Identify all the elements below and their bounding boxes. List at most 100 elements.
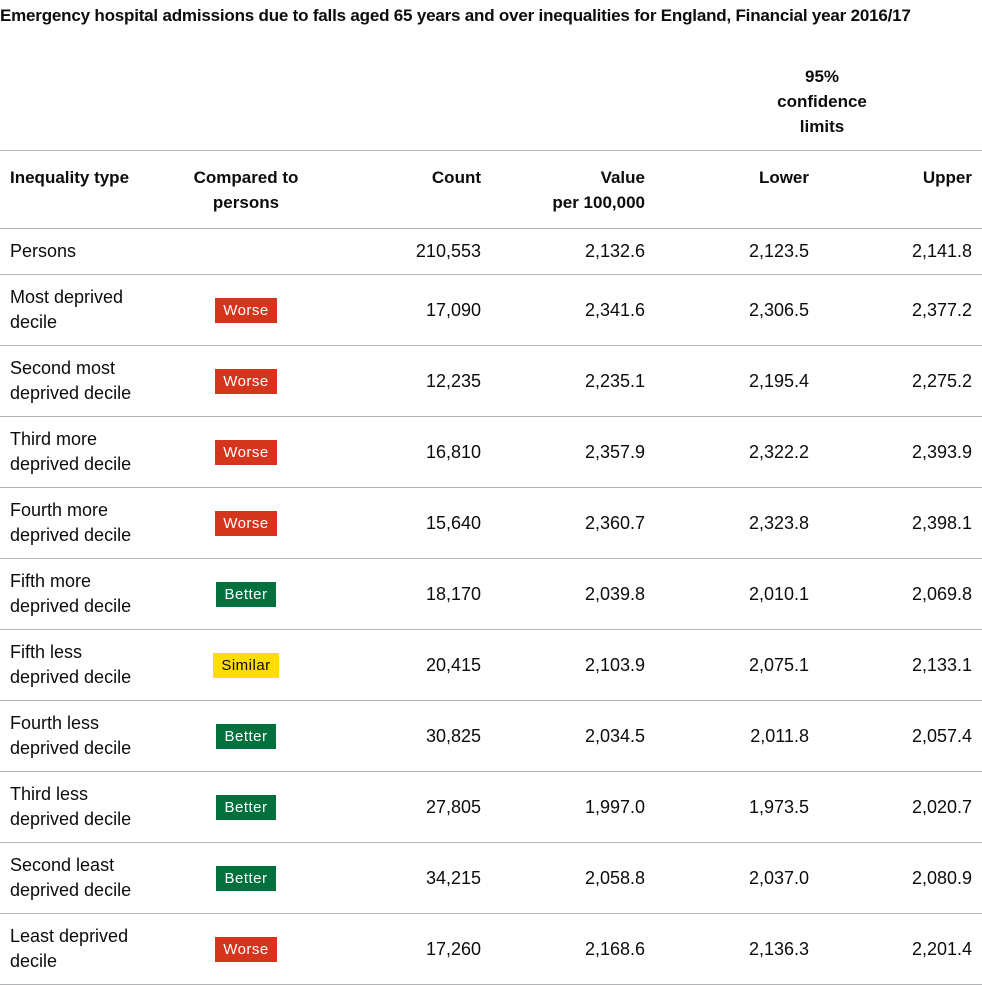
lower-limit-cell: 2,011.8 xyxy=(655,700,819,772)
table-row: Third more deprived decile Worse 16,810 2,35… xyxy=(0,416,982,488)
lower-limit-cell: 1,973.5 xyxy=(655,771,819,843)
inequality-type-cell: Third less deprived decile xyxy=(0,771,160,843)
compared-to-persons-cell: Better xyxy=(160,700,332,772)
value-cell: 2,058.8 xyxy=(491,842,655,914)
comparison-badge: Worse xyxy=(215,298,277,323)
value-cell: 2,039.8 xyxy=(491,558,655,630)
table-row: Second least deprived decile Better 34,215 2… xyxy=(0,842,982,914)
comparison-badge: Better xyxy=(216,724,276,749)
inequality-type-cell: Most deprived decile xyxy=(0,274,160,346)
lower-limit-cell: 2,075.1 xyxy=(655,629,819,701)
count-cell: 17,090 xyxy=(332,274,491,346)
upper-limit-cell: 2,377.2 xyxy=(819,274,982,346)
compared-to-persons-cell xyxy=(160,228,332,275)
lower-limit-cell: 2,123.5 xyxy=(655,228,819,275)
inequality-type-cell: Fourth less deprived decile xyxy=(0,700,160,772)
inequality-type-label: deprived decile xyxy=(10,738,132,758)
value-cell: 2,168.6 xyxy=(491,913,655,985)
count-cell: 20,415 xyxy=(332,629,491,701)
upper-limit-cell: 2,057.4 xyxy=(819,700,982,772)
value-cell: 2,103.9 xyxy=(491,629,655,701)
upper-limit-cell: 2,069.8 xyxy=(819,558,982,630)
inequalities-table: Inequality type Compared to persons Coun… xyxy=(0,150,982,985)
inequality-type-label: Least deprived xyxy=(10,926,129,946)
col-header-label: Value xyxy=(600,168,645,187)
comparison-badge: Worse xyxy=(215,937,277,962)
table-row: Fourth more deprived decile Worse 15,640 2,3… xyxy=(0,487,982,559)
inequality-type-label: Fourth less xyxy=(10,713,100,733)
value-cell: 2,360.7 xyxy=(491,487,655,559)
table-row: Third less deprived decile Better 27,805 1,9… xyxy=(0,771,982,843)
upper-limit-cell: 2,141.8 xyxy=(819,228,982,275)
table-row: Most deprived decile Worse 17,090 2,341.6 2,3… xyxy=(0,274,982,346)
lower-limit-cell: 2,037.0 xyxy=(655,842,819,914)
table-row: Fifth less deprived decile Similar 20,415 2,… xyxy=(0,629,982,701)
header-row: Inequality type Compared to persons Coun… xyxy=(0,150,982,229)
count-cell: 18,170 xyxy=(332,558,491,630)
inequality-type-label: Fifth more xyxy=(10,571,92,591)
count-cell: 34,215 xyxy=(332,842,491,914)
col-header-label: Lower xyxy=(758,168,809,187)
table-body: Persons 210,553 2,132.6 2,123.5 2,141.8 Most … xyxy=(0,228,982,985)
ci-header-line: limits xyxy=(799,117,845,136)
table-row: Least deprived decile Worse 17,260 2,168.6 2,… xyxy=(0,913,982,985)
ci-header-line: confidence xyxy=(777,92,867,111)
inequality-type-cell: Second least deprived decile xyxy=(0,842,160,914)
upper-limit-cell: 2,393.9 xyxy=(819,416,982,488)
comparison-badge: Worse xyxy=(215,511,277,536)
count-cell: 27,805 xyxy=(332,771,491,843)
comparison-badge: Better xyxy=(216,582,276,607)
table-row: Fourth less deprived decile Better 30,825 2,… xyxy=(0,700,982,772)
inequality-type-label: Second least xyxy=(10,855,115,875)
compared-to-persons-cell: Better xyxy=(160,771,332,843)
col-header-label: per 100,000 xyxy=(552,193,645,212)
compared-to-persons-cell: Worse xyxy=(160,913,332,985)
col-header-label: Upper xyxy=(922,168,972,187)
compared-to-persons-cell: Better xyxy=(160,558,332,630)
col-header-compared: Compared to persons xyxy=(160,150,332,229)
upper-limit-cell: 2,080.9 xyxy=(819,842,982,914)
inequality-type-label: decile xyxy=(10,312,58,332)
table-row: Persons 210,553 2,132.6 2,123.5 2,141.8 xyxy=(0,228,982,275)
lower-limit-cell: 2,136.3 xyxy=(655,913,819,985)
inequality-type-cell: Fifth less deprived decile xyxy=(0,629,160,701)
upper-limit-cell: 2,133.1 xyxy=(819,629,982,701)
lower-limit-cell: 2,322.2 xyxy=(655,416,819,488)
count-cell: 30,825 xyxy=(332,700,491,772)
inequality-type-label: Fifth less xyxy=(10,642,83,662)
col-header-label: Compared to xyxy=(193,168,299,187)
value-cell: 1,997.0 xyxy=(491,771,655,843)
inequality-type-label: Fourth more xyxy=(10,500,109,520)
col-header-count: Count xyxy=(332,150,491,229)
inequality-type-cell: Second most deprived decile xyxy=(0,345,160,417)
count-cell: 210,553 xyxy=(332,228,491,275)
lower-limit-cell: 2,306.5 xyxy=(655,274,819,346)
table-caption: Emergency hospital admissions due to fal… xyxy=(0,6,911,25)
col-header-label: Inequality type xyxy=(10,168,130,187)
comparison-badge: Similar xyxy=(213,653,279,678)
lower-limit-cell: 2,010.1 xyxy=(655,558,819,630)
value-cell: 2,357.9 xyxy=(491,416,655,488)
inequality-type-label: deprived decile xyxy=(10,454,132,474)
inequality-type-label: deprived decile xyxy=(10,596,132,616)
comparison-badge: Better xyxy=(216,795,276,820)
col-header-inequality-type: Inequality type xyxy=(0,150,160,229)
inequality-type-label: Most deprived xyxy=(10,287,124,307)
inequality-type-cell: Least deprived decile xyxy=(0,913,160,985)
value-cell: 2,132.6 xyxy=(491,228,655,275)
comparison-badge: Worse xyxy=(215,440,277,465)
col-header-lower: Lower xyxy=(655,150,819,229)
lower-limit-cell: 2,323.8 xyxy=(655,487,819,559)
inequality-type-label: Second most xyxy=(10,358,116,378)
table-row: Fifth more deprived decile Better 18,170 2,0… xyxy=(0,558,982,630)
inequality-type-cell: Fifth more deprived decile xyxy=(0,558,160,630)
count-cell: 16,810 xyxy=(332,416,491,488)
col-header-upper: Upper xyxy=(819,150,982,229)
inequality-type-cell: Persons xyxy=(0,228,160,275)
inequality-type-label: decile xyxy=(10,951,58,971)
inequality-type-cell: Third more deprived decile xyxy=(0,416,160,488)
count-cell: 15,640 xyxy=(332,487,491,559)
upper-limit-cell: 2,201.4 xyxy=(819,913,982,985)
inequality-type-label: Third more xyxy=(10,429,98,449)
comparison-badge: Worse xyxy=(215,369,277,394)
